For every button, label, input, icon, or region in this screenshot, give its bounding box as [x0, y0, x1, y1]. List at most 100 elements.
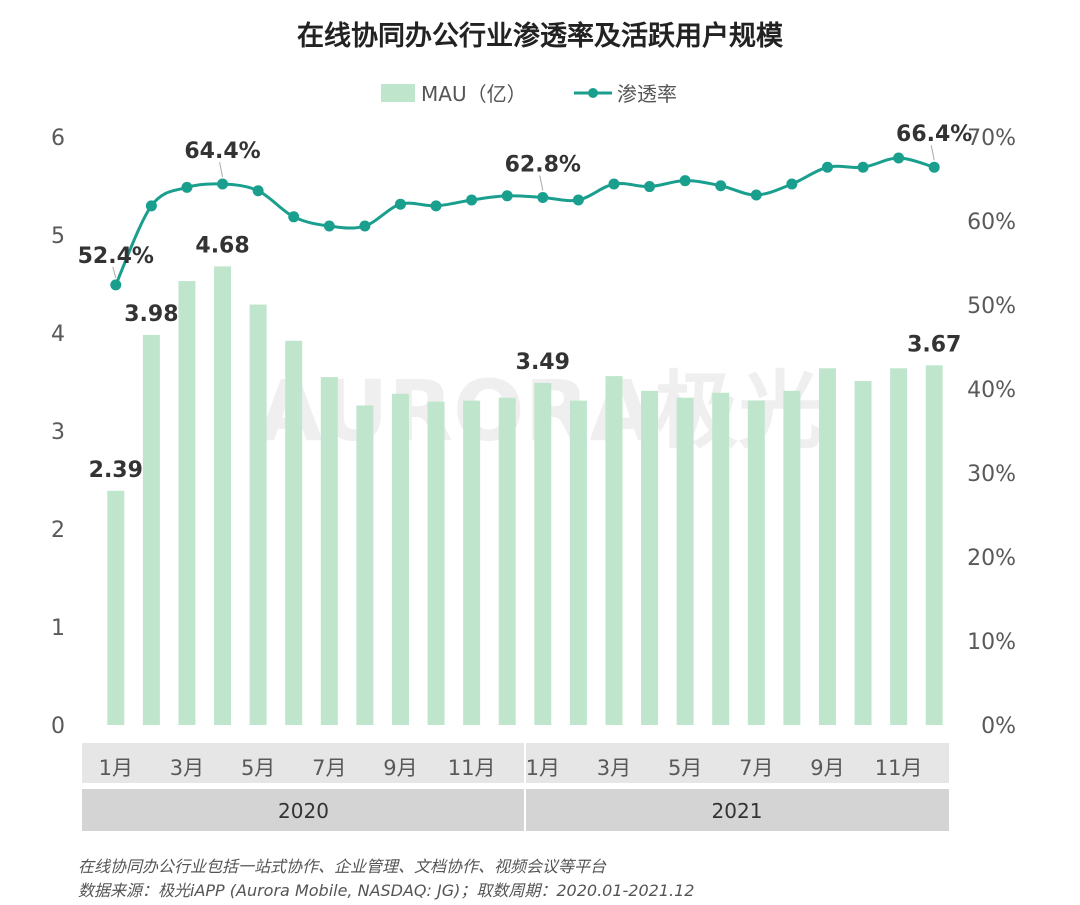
line-point: [608, 178, 620, 190]
bar-value-label: 3.49: [516, 350, 570, 375]
left-tick-label: 4: [51, 322, 65, 347]
right-tick-label: 70%: [967, 126, 1016, 151]
bar-value-label: 3.98: [124, 302, 178, 327]
x-axis: 1月 3月 5月 7月 9月 11月 1月 3月 5月 7月 9月 11月 2020 2021: [82, 743, 949, 831]
month-tick-label: 7月: [312, 756, 346, 780]
month-tick-label: 3月: [597, 756, 631, 780]
left-tick-label: 1: [51, 616, 65, 641]
line-point: [715, 180, 727, 192]
footnote-scope: 在线协同办公行业包括一站式协作、企业管理、文档协作、视频会议等平台: [78, 857, 607, 876]
right-tick-label: 20%: [967, 546, 1016, 571]
line-point: [786, 178, 798, 190]
year-label: 2021: [712, 799, 763, 823]
bar-value-label: 2.39: [89, 458, 143, 483]
line-point: [572, 194, 584, 206]
data-labels: 2.39 3.98 4.68 3.49 3.67 52.4% 64.4% 62.8% 66.4%: [78, 122, 973, 483]
bar: [249, 304, 267, 725]
line-label-leader: [539, 175, 544, 191]
bar: [641, 390, 659, 725]
line-point: [217, 178, 229, 190]
left-tick-label: 3: [51, 420, 65, 445]
bar: [747, 400, 765, 725]
right-tick-label: 50%: [967, 294, 1016, 319]
footnote-source: 数据来源：极光iAPP (Aurora Mobile, NASDAQ: JG)；…: [78, 881, 695, 900]
line-point: [893, 152, 905, 164]
right-tick-label: 0%: [981, 714, 1016, 739]
line-point: [181, 181, 193, 193]
line-point: [821, 161, 833, 173]
bar: [605, 376, 623, 725]
line-value-label: 62.8%: [505, 152, 581, 177]
line-point: [394, 198, 406, 210]
bar: [285, 340, 303, 725]
line-point: [857, 161, 869, 173]
line-point: [359, 220, 371, 232]
bar-value-label: 3.67: [907, 332, 961, 357]
year-label: 2020: [278, 799, 329, 823]
bar: [676, 397, 694, 725]
line-point: [679, 175, 691, 187]
legend-label-penetration: 渗透率: [617, 82, 677, 106]
line-label-leader: [930, 145, 935, 161]
line-point: [323, 220, 335, 232]
bar: [925, 365, 943, 725]
month-tick-label: 9月: [383, 756, 417, 780]
bar-value-label: 4.68: [195, 233, 249, 258]
month-tick-label: 9月: [810, 756, 844, 780]
line-value-label: 64.4%: [184, 139, 260, 164]
month-tick-label: 1月: [99, 756, 133, 780]
bar: [178, 281, 196, 725]
bar: [534, 382, 552, 725]
bar: [214, 266, 232, 725]
left-tick-label: 5: [51, 224, 65, 249]
month-tick-label: 11月: [875, 756, 923, 780]
chart-title: 在线协同办公行业渗透率及活跃用户规模: [297, 21, 783, 52]
line-point: [466, 194, 478, 206]
bar: [320, 377, 338, 725]
line-point: [501, 190, 513, 202]
month-tick-label: 5月: [668, 756, 702, 780]
line-point: [644, 181, 656, 193]
bar: [107, 490, 125, 725]
left-axis: 0 1 2 3 4 5 6: [51, 126, 65, 739]
line-point: [928, 161, 940, 173]
bar: [463, 400, 481, 725]
line-point: [110, 279, 122, 291]
month-tick-label: 11月: [448, 756, 496, 780]
bar: [142, 334, 160, 725]
right-axis: 0% 10% 20% 30% 40% 50% 60% 70%: [967, 126, 1016, 739]
line-point: [537, 191, 549, 203]
left-tick-label: 0: [51, 714, 65, 739]
bar: [854, 381, 872, 725]
bar: [427, 401, 445, 725]
month-tick-label: 5月: [241, 756, 275, 780]
line-point: [145, 200, 157, 212]
bar: [783, 390, 801, 725]
month-band: [82, 743, 949, 783]
line-value-label: 66.4%: [896, 122, 972, 147]
bar: [569, 400, 587, 725]
right-tick-label: 10%: [967, 630, 1016, 655]
month-tick-label: 7月: [739, 756, 773, 780]
right-tick-label: 40%: [967, 378, 1016, 403]
line-point: [430, 200, 442, 212]
month-tick-label: 3月: [170, 756, 204, 780]
line-series-penetration: [110, 152, 940, 291]
legend: MAU（亿） 渗透率: [381, 82, 677, 106]
bar: [890, 368, 908, 725]
year-band: [82, 789, 949, 831]
bar: [391, 393, 409, 725]
line-point: [252, 185, 264, 197]
bar: [818, 368, 836, 725]
legend-label-mau: MAU（亿）: [421, 82, 527, 106]
line-point: [750, 189, 762, 201]
bar-series-mau: [107, 266, 943, 725]
bar: [498, 397, 516, 725]
month-tick-label: 1月: [526, 756, 560, 780]
line-label-leader: [112, 266, 117, 278]
legend-swatch-mau: [381, 84, 415, 102]
right-tick-label: 30%: [967, 462, 1016, 487]
line-point: [288, 211, 300, 223]
right-tick-label: 60%: [967, 210, 1016, 235]
